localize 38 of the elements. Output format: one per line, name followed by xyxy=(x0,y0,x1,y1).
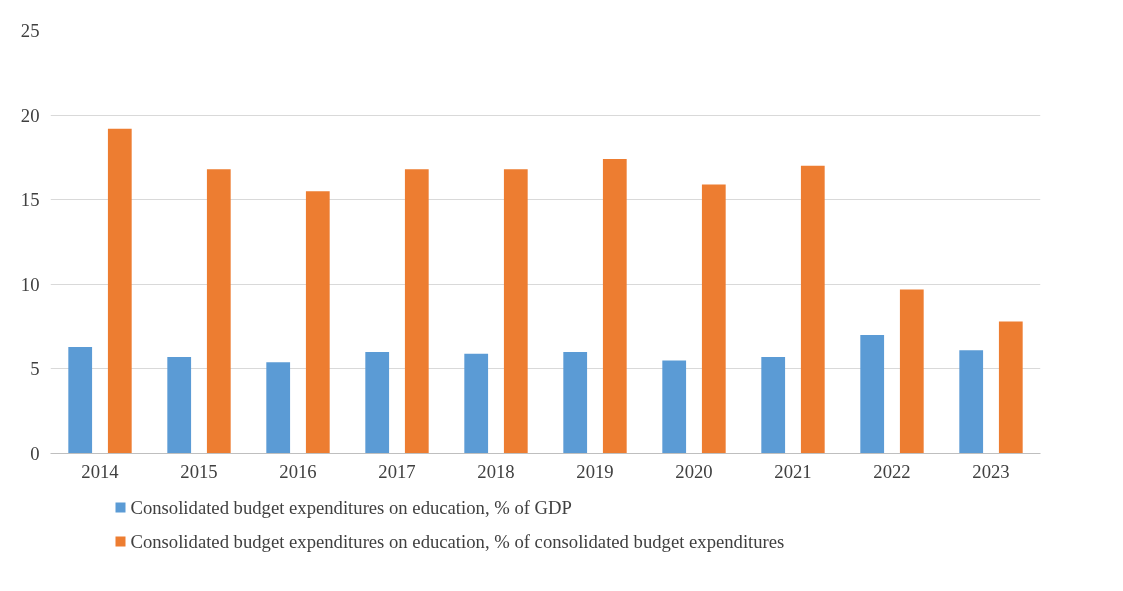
bar xyxy=(800,165,825,454)
x-tick-label: 2017 xyxy=(378,460,416,482)
bar xyxy=(206,169,231,454)
bar xyxy=(503,169,528,454)
bar xyxy=(998,321,1023,454)
y-tick-label: 20 xyxy=(20,104,40,126)
x-tick-label: 2014 xyxy=(81,460,120,482)
bar xyxy=(404,169,429,454)
bar xyxy=(899,289,924,454)
legend-label: Consolidated budget expenditures on education, % of consolidated budget expenditures xyxy=(130,531,785,552)
bar xyxy=(68,346,93,454)
bar xyxy=(266,362,291,454)
y-tick-label: 15 xyxy=(20,189,40,211)
x-tick-label: 2023 xyxy=(972,460,1010,482)
bar xyxy=(563,351,588,454)
y-tick-label: 0 xyxy=(30,443,40,464)
x-tick-label: 2021 xyxy=(774,460,812,482)
bar xyxy=(701,184,726,454)
bar xyxy=(959,350,984,454)
bar xyxy=(305,191,330,454)
x-tick-label: 2022 xyxy=(873,460,911,482)
x-tick-label: 2015 xyxy=(180,460,218,482)
x-tick-label: 2019 xyxy=(576,460,614,482)
x-tick-label: 2018 xyxy=(477,460,515,482)
bar xyxy=(761,357,786,454)
bar xyxy=(860,335,885,454)
bar xyxy=(662,360,687,454)
y-tick-label: 10 xyxy=(20,273,40,295)
y-tick-label: 25 xyxy=(20,20,40,41)
y-tick-label: 5 xyxy=(30,358,40,380)
bar xyxy=(464,353,489,454)
legend-label: Consolidated budget expenditures on education, % of GDP xyxy=(130,497,572,518)
bar xyxy=(107,128,132,454)
bar xyxy=(365,351,390,454)
bar xyxy=(167,357,192,454)
x-tick-label: 2020 xyxy=(675,460,713,482)
bar xyxy=(602,159,627,454)
x-tick-label: 2016 xyxy=(279,460,317,482)
